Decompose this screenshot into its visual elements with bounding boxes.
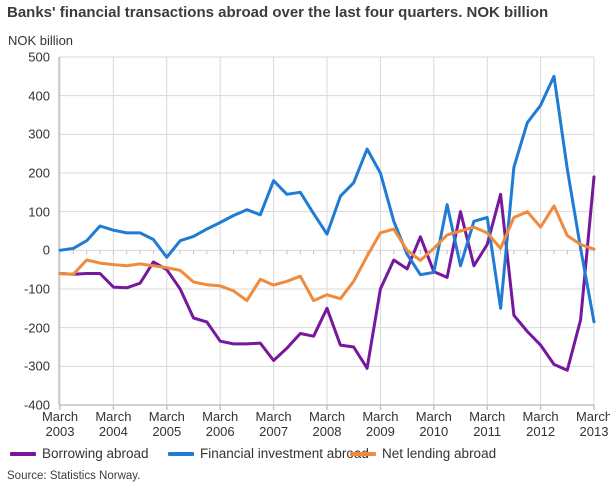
chart-title: Banks' financial transactions abroad ove… bbox=[7, 4, 549, 21]
zero-line-quarter-ticks bbox=[59, 250, 595, 255]
x-tick-label: March 2003 bbox=[41, 409, 79, 439]
x-tick-label: March 2004 bbox=[95, 409, 132, 439]
x-tick-label: March 2013 bbox=[575, 409, 610, 439]
x-tick-label: March 2010 bbox=[415, 409, 452, 439]
y-tick-label: 300 bbox=[28, 126, 50, 142]
legend-label: Net lending abroad bbox=[382, 446, 497, 461]
legend-swatch-icon bbox=[168, 452, 194, 456]
series-line-net_lending bbox=[58, 204, 596, 303]
x-tick-label: March 2008 bbox=[308, 409, 346, 439]
y-tick-label: -100 bbox=[23, 281, 50, 297]
legend-label: Financial investment abroad bbox=[200, 446, 369, 461]
source-note: Source: Statistics Norway. bbox=[7, 470, 141, 482]
y-tick-label: 200 bbox=[28, 165, 50, 181]
legend-label: Borrowing abroad bbox=[42, 446, 149, 461]
y-tick-label: -200 bbox=[23, 320, 50, 336]
x-tick-label: March 2005 bbox=[148, 409, 185, 439]
y-tick-label: 0 bbox=[42, 242, 50, 258]
x-tick-label: March 2012 bbox=[522, 409, 559, 439]
x-tick-label: March 2006 bbox=[202, 409, 239, 439]
series-line-financial_investment bbox=[58, 74, 596, 324]
y-tick-label: -300 bbox=[23, 358, 50, 374]
x-tick-label: March 2007 bbox=[255, 409, 292, 439]
legend-swatch-icon bbox=[350, 452, 376, 456]
x-tick-label: March 2011 bbox=[469, 409, 506, 439]
legend-swatch-icon bbox=[10, 452, 36, 456]
y-tick-label: -400 bbox=[23, 397, 50, 413]
axes bbox=[58, 57, 595, 410]
y-tick-label: 500 bbox=[28, 49, 50, 65]
y-tick-label: 100 bbox=[28, 204, 50, 220]
y-axis-title: NOK billion bbox=[8, 33, 74, 48]
x-tick-label: March 2009 bbox=[362, 409, 399, 439]
y-tick-label: 400 bbox=[28, 88, 50, 104]
